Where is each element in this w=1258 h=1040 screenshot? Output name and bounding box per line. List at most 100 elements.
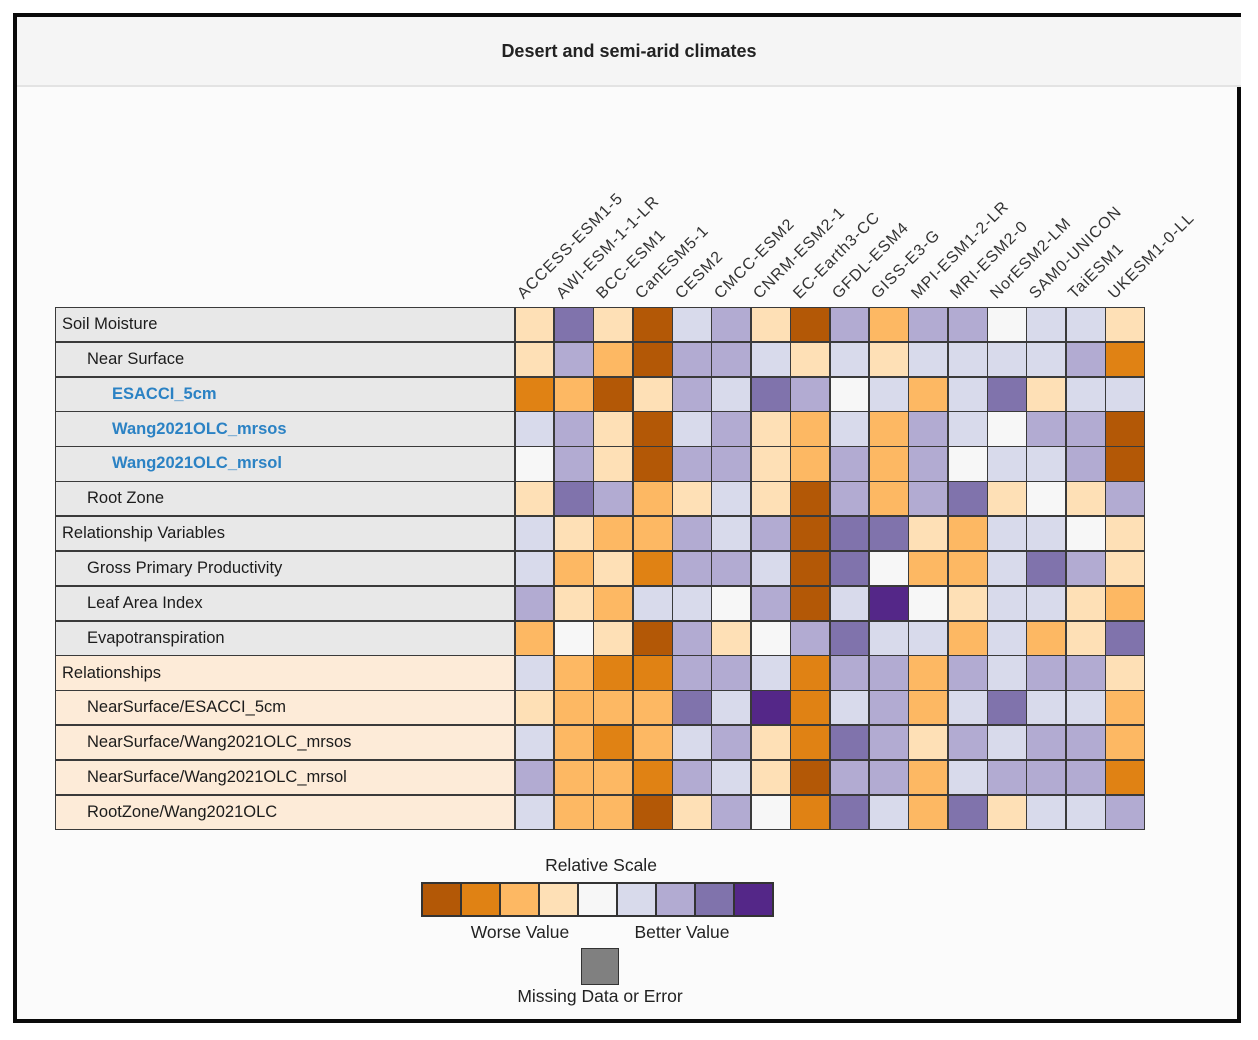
- heatmap-cell[interactable]: [633, 551, 672, 586]
- heatmap-cell[interactable]: [830, 586, 869, 620]
- heatmap-cell[interactable]: [909, 377, 948, 411]
- heatmap-cell[interactable]: [1027, 760, 1066, 795]
- heatmap-cell[interactable]: [515, 586, 554, 620]
- heatmap-cell[interactable]: [633, 308, 672, 342]
- heatmap-cell[interactable]: [515, 308, 554, 342]
- heatmap-cell[interactable]: [673, 621, 711, 655]
- row-label[interactable]: Wang2021OLC_mrsol: [56, 447, 514, 481]
- heatmap-cell[interactable]: [948, 447, 987, 481]
- heatmap-cell[interactable]: [1027, 726, 1066, 760]
- heatmap-cell[interactable]: [909, 342, 948, 377]
- heatmap-cell[interactable]: [712, 726, 751, 760]
- heatmap-cell[interactable]: [751, 342, 790, 377]
- heatmap-cell[interactable]: [751, 726, 790, 760]
- heatmap-cell[interactable]: [830, 656, 869, 690]
- heatmap-cell[interactable]: [633, 795, 672, 829]
- heatmap-cell[interactable]: [909, 551, 948, 586]
- heatmap-cell[interactable]: [751, 551, 790, 586]
- heatmap-cell[interactable]: [869, 342, 908, 377]
- heatmap-cell[interactable]: [1106, 517, 1144, 551]
- heatmap-cell[interactable]: [1106, 482, 1144, 516]
- heatmap-cell[interactable]: [594, 342, 633, 377]
- heatmap-cell[interactable]: [712, 586, 751, 620]
- heatmap-cell[interactable]: [791, 517, 829, 551]
- heatmap-cell[interactable]: [1066, 412, 1105, 446]
- heatmap-cell[interactable]: [791, 342, 829, 377]
- heatmap-cell[interactable]: [1066, 586, 1105, 620]
- heatmap-cell[interactable]: [1027, 342, 1066, 377]
- heatmap-cell[interactable]: [948, 342, 987, 377]
- row-label[interactable]: Wang2021OLC_mrsos: [56, 412, 514, 446]
- heatmap-cell[interactable]: [1106, 656, 1144, 690]
- heatmap-cell[interactable]: [948, 795, 987, 829]
- heatmap-cell[interactable]: [673, 482, 711, 516]
- heatmap-cell[interactable]: [869, 621, 908, 655]
- heatmap-cell[interactable]: [1106, 586, 1144, 620]
- row-label[interactable]: ESACCI_5cm: [56, 377, 514, 411]
- heatmap-cell[interactable]: [594, 377, 633, 411]
- heatmap-cell[interactable]: [712, 795, 751, 829]
- heatmap-cell[interactable]: [988, 586, 1026, 620]
- heatmap-cell[interactable]: [909, 726, 948, 760]
- heatmap-cell[interactable]: [1027, 656, 1066, 690]
- heatmap-cell[interactable]: [1106, 691, 1144, 725]
- heatmap-cell[interactable]: [554, 621, 593, 655]
- heatmap-cell[interactable]: [673, 377, 711, 411]
- heatmap-cell[interactable]: [594, 760, 633, 795]
- heatmap-cell[interactable]: [1066, 308, 1105, 342]
- heatmap-cell[interactable]: [791, 795, 829, 829]
- heatmap-cell[interactable]: [1066, 795, 1105, 829]
- heatmap-cell[interactable]: [869, 586, 908, 620]
- heatmap-cell[interactable]: [791, 377, 829, 411]
- heatmap-cell[interactable]: [594, 726, 633, 760]
- heatmap-cell[interactable]: [1066, 726, 1105, 760]
- heatmap-cell[interactable]: [869, 726, 908, 760]
- heatmap-cell[interactable]: [909, 795, 948, 829]
- heatmap-cell[interactable]: [594, 795, 633, 829]
- heatmap-cell[interactable]: [1106, 621, 1144, 655]
- heatmap-cell[interactable]: [909, 760, 948, 795]
- heatmap-cell[interactable]: [554, 795, 593, 829]
- heatmap-cell[interactable]: [633, 377, 672, 411]
- heatmap-cell[interactable]: [948, 551, 987, 586]
- heatmap-cell[interactable]: [515, 760, 554, 795]
- heatmap-cell[interactable]: [594, 656, 633, 690]
- heatmap-cell[interactable]: [830, 412, 869, 446]
- heatmap-cell[interactable]: [515, 517, 554, 551]
- heatmap-cell[interactable]: [594, 586, 633, 620]
- heatmap-cell[interactable]: [830, 342, 869, 377]
- heatmap-cell[interactable]: [554, 726, 593, 760]
- heatmap-cell[interactable]: [1027, 308, 1066, 342]
- heatmap-cell[interactable]: [554, 760, 593, 795]
- heatmap-cell[interactable]: [791, 482, 829, 516]
- heatmap-cell[interactable]: [791, 412, 829, 446]
- heatmap-cell[interactable]: [673, 656, 711, 690]
- heatmap-cell[interactable]: [791, 621, 829, 655]
- heatmap-cell[interactable]: [712, 517, 751, 551]
- heatmap-cell[interactable]: [869, 760, 908, 795]
- heatmap-cell[interactable]: [869, 377, 908, 411]
- heatmap-cell[interactable]: [751, 691, 790, 725]
- heatmap-cell[interactable]: [988, 412, 1026, 446]
- heatmap-cell[interactable]: [1106, 377, 1144, 411]
- heatmap-cell[interactable]: [1106, 726, 1144, 760]
- heatmap-cell[interactable]: [633, 656, 672, 690]
- heatmap-cell[interactable]: [830, 447, 869, 481]
- heatmap-cell[interactable]: [712, 482, 751, 516]
- heatmap-cell[interactable]: [673, 726, 711, 760]
- heatmap-cell[interactable]: [554, 482, 593, 516]
- heatmap-cell[interactable]: [830, 308, 869, 342]
- heatmap-cell[interactable]: [909, 447, 948, 481]
- heatmap-cell[interactable]: [988, 621, 1026, 655]
- heatmap-cell[interactable]: [712, 621, 751, 655]
- heatmap-cell[interactable]: [869, 517, 908, 551]
- heatmap-cell[interactable]: [515, 656, 554, 690]
- heatmap-cell[interactable]: [830, 621, 869, 655]
- heatmap-cell[interactable]: [751, 412, 790, 446]
- heatmap-cell[interactable]: [712, 308, 751, 342]
- heatmap-cell[interactable]: [1106, 447, 1144, 481]
- heatmap-cell[interactable]: [948, 308, 987, 342]
- heatmap-cell[interactable]: [633, 726, 672, 760]
- heatmap-cell[interactable]: [712, 656, 751, 690]
- heatmap-cell[interactable]: [988, 308, 1026, 342]
